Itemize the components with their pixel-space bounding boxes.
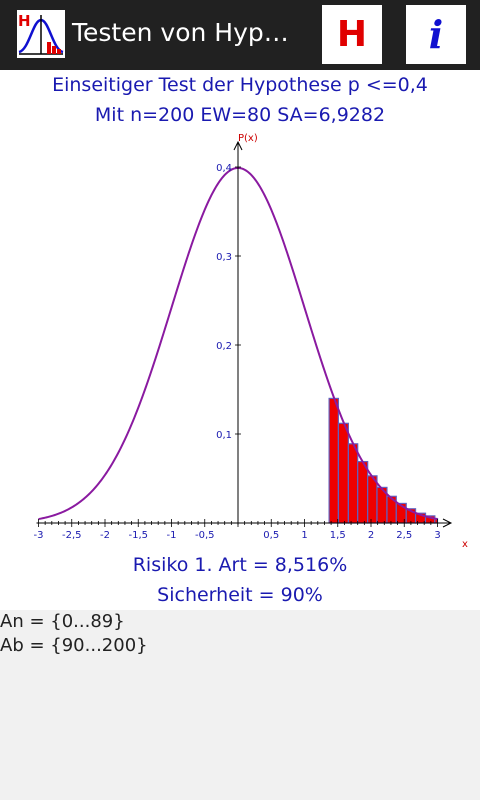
rejection-bar-1 — [337, 422, 349, 524]
accept-region-text: An = {0...89} — [0, 611, 125, 632]
info-button[interactable]: i — [406, 5, 466, 64]
action-bar: H Testen von Hyp… H i — [0, 0, 480, 70]
confidence-label: Sicherheit = 90% — [157, 584, 323, 606]
app-logo-letter: H — [18, 12, 31, 30]
distribution-chart: -3 -2,5 -2 -1,5 -1 -0,5 0,5 1 1,5 2 2,5 3 0,1 0,2 0,3 0… — [34, 133, 468, 550]
y-axis-label: P(x) — [238, 133, 258, 144]
rejection-bar-3 — [357, 460, 369, 524]
y-tick-label: 0,2 — [216, 341, 232, 352]
x-tick-label: 2,5 — [396, 530, 412, 541]
test-title: Einseitiger Test der Hypothese p <=0,4 — [52, 74, 428, 96]
rejection-bar-2 — [347, 443, 359, 524]
rejection-bar-4 — [367, 475, 378, 524]
y-tick-label: 0,1 — [216, 430, 232, 441]
x-tick-label: 3 — [434, 530, 440, 541]
output-panel: An = {0...89} Ab = {90...200} — [0, 610, 480, 800]
reject-region-text: Ab = {90...200} — [0, 635, 148, 656]
test-parameters: Mit n=200 EW=80 SA=6,9282 — [94, 104, 386, 126]
x-tick-label: -2,5 — [62, 530, 82, 541]
hypothesis-button[interactable]: H — [322, 5, 382, 64]
x-tick-label: -0,5 — [195, 530, 215, 541]
x-tick-label: 1 — [301, 530, 307, 541]
app-title: Testen von Hyp… — [72, 18, 289, 47]
rejection-bar-0 — [328, 397, 340, 524]
x-tick-label: -1,5 — [128, 530, 148, 541]
app-logo-icon[interactable]: H — [17, 10, 65, 58]
x-axis-arrow — [442, 518, 453, 528]
x-tick-label: 1,5 — [330, 530, 346, 541]
x-tick-label: 0,5 — [263, 530, 279, 541]
x-tick-label: 2 — [368, 530, 374, 541]
x-axis-label: x — [462, 539, 468, 550]
risk-label: Risiko 1. Art = 8,516% — [132, 554, 348, 576]
y-axis-arrow — [233, 140, 243, 151]
x-tick-label: -1 — [167, 530, 177, 541]
y-tick-label: 0,4 — [216, 163, 232, 174]
x-tick-label: -2 — [100, 530, 110, 541]
x-tick-label: -3 — [34, 530, 44, 541]
y-tick-label: 0,3 — [216, 252, 232, 263]
